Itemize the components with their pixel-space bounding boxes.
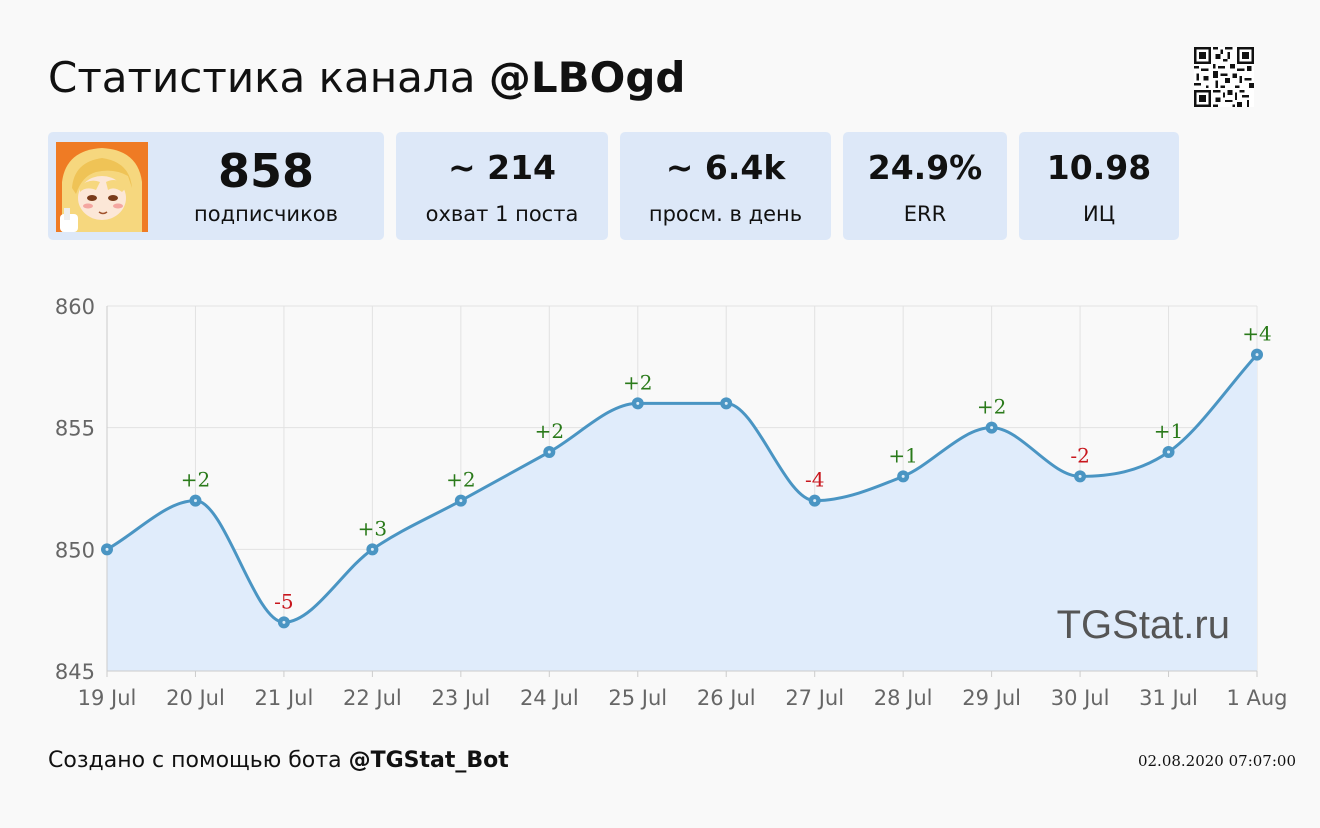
stat-card-reach: ~ 214 охват 1 поста <box>396 132 608 240</box>
change-label: -5 <box>274 589 293 613</box>
qr-code-icon <box>1194 47 1254 107</box>
data-point-center <box>370 547 374 551</box>
x-tick-label: 27 Jul <box>785 686 844 710</box>
err-value: 24.9% <box>867 148 983 187</box>
change-label: -2 <box>1070 443 1089 467</box>
data-point-center <box>636 401 640 405</box>
bot-link[interactable]: @TGStat_Bot <box>348 748 509 773</box>
subscribers-value: 858 <box>217 144 315 198</box>
data-points <box>101 348 1263 629</box>
change-labels: +2 -5 +3 +2 +2 +2 -4 +1 +2 -2 +1 +4 <box>181 322 1272 614</box>
x-tick-label: 31 Jul <box>1139 686 1198 710</box>
data-point-center <box>105 547 109 551</box>
y-tick-label: 845 <box>55 660 95 684</box>
change-label: +2 <box>535 419 564 443</box>
data-point-center <box>990 426 994 430</box>
data-point-center <box>1078 474 1082 478</box>
y-axis-ticks: 845 850 855 860 <box>55 295 95 684</box>
reach-label: охват 1 поста <box>425 202 579 226</box>
data-point-center <box>1167 450 1171 454</box>
x-tick-label: 20 Jul <box>166 686 225 710</box>
stat-card-citation-index: 10.98 ИЦ <box>1019 132 1179 240</box>
footer-prefix: Создано с помощью бота <box>48 748 342 773</box>
change-label: +4 <box>1242 322 1271 346</box>
data-point-center <box>901 474 905 478</box>
x-tick-label: 23 Jul <box>431 686 490 710</box>
x-tick-label: 26 Jul <box>697 686 756 710</box>
channel-avatar <box>56 142 148 232</box>
change-label: +1 <box>1154 419 1183 443</box>
data-point-center <box>282 620 286 624</box>
channel-name: @LBOgd <box>488 53 686 102</box>
data-point-center <box>724 401 728 405</box>
x-tick-label: 1 Aug <box>1226 686 1287 710</box>
y-tick-label: 860 <box>55 295 95 319</box>
change-label: +2 <box>977 395 1006 419</box>
daily-views-value: ~ 6.4k <box>665 148 786 187</box>
citation-index-label: ИЦ <box>1082 202 1115 226</box>
err-label: ERR <box>903 202 947 226</box>
x-tick-label: 30 Jul <box>1051 686 1110 710</box>
x-tick-label: 29 Jul <box>962 686 1021 710</box>
data-point-center <box>459 499 463 503</box>
title-prefix: Статистика канала <box>48 53 476 102</box>
x-tick-label: 21 Jul <box>255 686 314 710</box>
page-title: Статистика канала @LBOgd <box>48 52 685 104</box>
x-tick-label: 22 Jul <box>343 686 402 710</box>
x-axis-ticks: 19 Jul 20 Jul 21 Jul 22 Jul 23 Jul 24 Jul 25 J… <box>78 671 1288 710</box>
generated-timestamp: 02.08.2020 07:07:00 <box>1137 752 1296 770</box>
change-label: +2 <box>623 370 652 394</box>
data-point-center <box>547 450 551 454</box>
subscribers-label: подписчиков <box>194 202 338 226</box>
x-tick-label: 28 Jul <box>874 686 933 710</box>
change-label: +2 <box>181 468 210 492</box>
reach-value: ~ 214 <box>447 148 557 187</box>
watermark: TGStat.ru <box>1057 603 1230 647</box>
change-label: -4 <box>805 468 824 492</box>
change-label: +3 <box>358 516 387 540</box>
y-tick-label: 850 <box>55 538 95 562</box>
stat-card-daily-views: ~ 6.4k просм. в день <box>620 132 831 240</box>
subscribers-chart: 845 850 855 860 19 Jul 20 Jul 21 Jul 22 Jul 23 … <box>55 295 1288 710</box>
change-label: +1 <box>888 443 917 467</box>
daily-views-label: просм. в день <box>648 202 803 226</box>
data-point-center <box>1255 353 1259 357</box>
data-point-center <box>813 499 817 503</box>
stat-card-err: 24.9% ERR <box>843 132 1007 240</box>
citation-index-value: 10.98 <box>1046 148 1152 187</box>
footer-credit: Создано с помощью бота @TGStat_Bot <box>48 746 509 776</box>
change-label: +2 <box>446 468 475 492</box>
data-point-center <box>193 499 197 503</box>
stat-card-subscribers: 858 подписчиков <box>48 132 384 240</box>
x-tick-label: 24 Jul <box>520 686 579 710</box>
x-tick-label: 19 Jul <box>78 686 137 710</box>
x-tick-label: 25 Jul <box>608 686 667 710</box>
y-tick-label: 855 <box>55 417 95 441</box>
